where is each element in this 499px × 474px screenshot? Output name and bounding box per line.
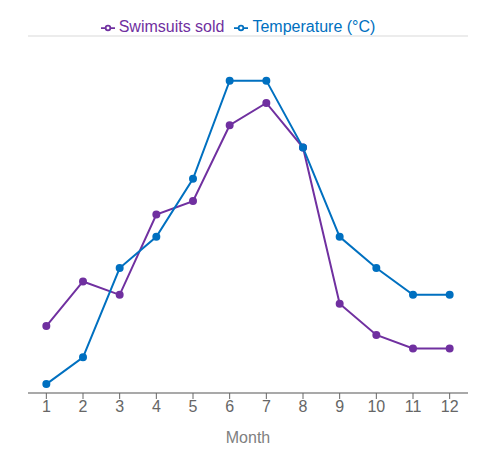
svg-text:2: 2 — [79, 398, 88, 415]
svg-text:6: 6 — [225, 398, 234, 415]
svg-text:8: 8 — [299, 398, 308, 415]
svg-text:1: 1 — [42, 398, 51, 415]
svg-text:4: 4 — [152, 398, 161, 415]
svg-text:10: 10 — [367, 398, 385, 415]
svg-text:3: 3 — [115, 398, 124, 415]
svg-text:9: 9 — [335, 398, 344, 415]
html-text:Swimsuits sold: Swimsuits sold — [118, 18, 225, 35]
svg-text:12: 12 — [441, 398, 459, 415]
svg-text:7: 7 — [262, 398, 271, 415]
svg-text:11: 11 — [405, 398, 422, 415]
svg-text:5: 5 — [189, 398, 198, 415]
svg-text:Month: Month — [226, 429, 270, 446]
html-text:Temperature (°C): Temperature (°C) — [252, 18, 376, 35]
